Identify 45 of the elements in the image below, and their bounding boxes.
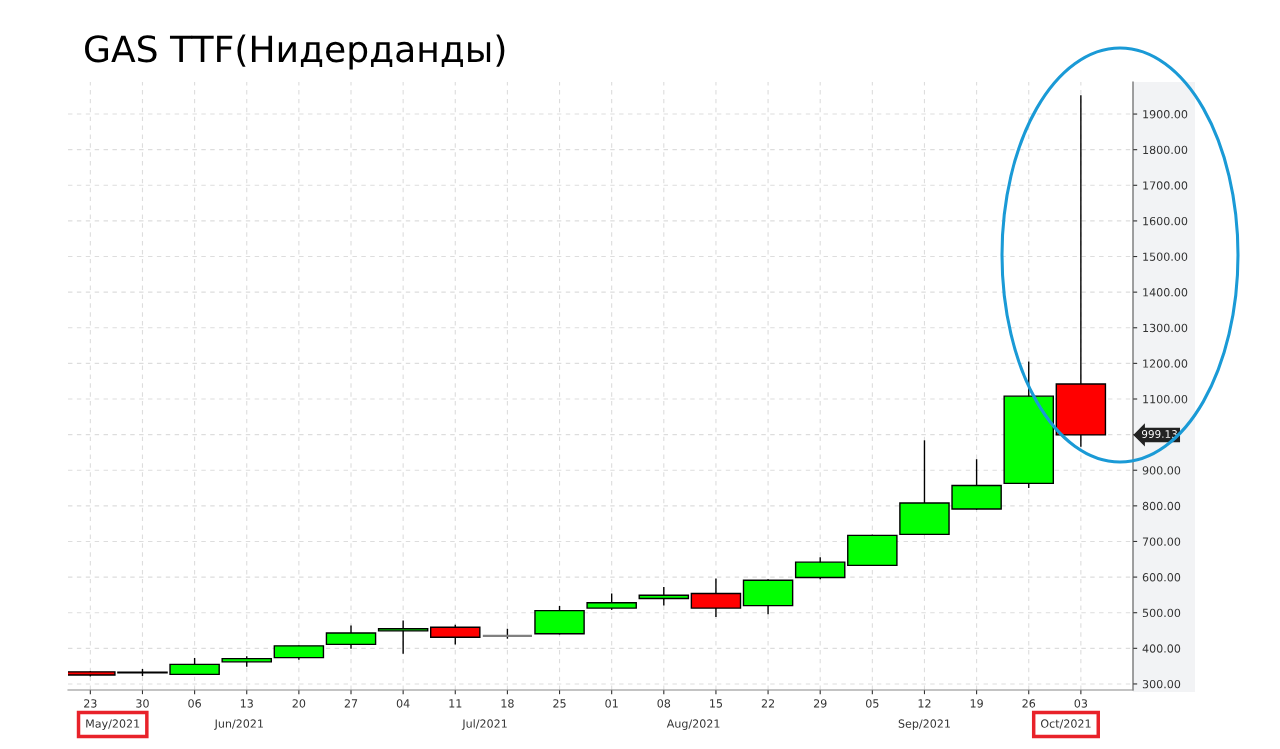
- x2-tick-label: Jun/2021: [214, 719, 263, 730]
- y-tick-label: 1900.00: [1143, 110, 1188, 119]
- x-tick-label: 29: [813, 699, 827, 708]
- x-tick-label: 04: [396, 699, 410, 708]
- x2-tick-label: Jul/2021: [461, 719, 507, 730]
- x2-tick-label: Sep/2021: [898, 719, 950, 730]
- chart-title: GAS TTF(Нидерданды): [85, 34, 505, 70]
- x-tick-label: 15: [710, 699, 723, 708]
- x2-tick-label: Aug/2021: [666, 719, 720, 730]
- x-tick-label: 30: [136, 699, 149, 708]
- y-tick-label: 1500.00: [1143, 252, 1188, 261]
- y-tick-label: 1300.00: [1143, 323, 1188, 333]
- x-tick-label: 20: [292, 699, 306, 708]
- y-tick-label: 1200.00: [1143, 359, 1188, 368]
- y-tick-label: 500.00: [1142, 608, 1181, 618]
- x-tick-label: 05: [866, 699, 879, 708]
- x-tick-label: 25: [553, 699, 566, 708]
- text: 999.13: [1141, 430, 1177, 438]
- y-tick-label: 1800.00: [1143, 145, 1188, 155]
- y-tick-label: 700.00: [1142, 537, 1181, 546]
- y-tick-label: 400.00: [1142, 644, 1181, 653]
- x2-tick-label: May/2021: [86, 719, 140, 730]
- x-tick-label: 12: [918, 699, 931, 708]
- x-tick-label: 06: [188, 699, 201, 708]
- y-tick-label: 600.00: [1142, 573, 1181, 582]
- y-tick-label: 800.00: [1142, 501, 1181, 511]
- x-tick-label: 11: [449, 699, 462, 708]
- x-tick-label: 23: [84, 699, 97, 708]
- y-tick-label: 300.00: [1142, 679, 1181, 689]
- x-tick-label: 08: [657, 699, 671, 708]
- x-tick-label: 22: [761, 699, 775, 708]
- x-tick-label: 13: [240, 699, 253, 708]
- x2-tick-label: Oct/2021: [1040, 719, 1091, 729]
- x-tick-label: 19: [970, 699, 983, 708]
- x-tick-label: 26: [1022, 699, 1036, 708]
- y-tick-label: 900.00: [1142, 466, 1181, 475]
- y-tick-label: 1700.00: [1143, 181, 1188, 190]
- y-tick-label: 1400.00: [1143, 288, 1188, 297]
- y-tick-label: 1600.00: [1143, 216, 1188, 226]
- candlestick: [377, 619, 429, 655]
- x-tick-label: 03: [1074, 699, 1088, 708]
- x-tick-label: 18: [501, 699, 514, 708]
- y-tick-label: 1100.00: [1143, 394, 1188, 404]
- x-tick-label: 27: [344, 699, 358, 708]
- x-tick-label: 01: [605, 699, 618, 708]
